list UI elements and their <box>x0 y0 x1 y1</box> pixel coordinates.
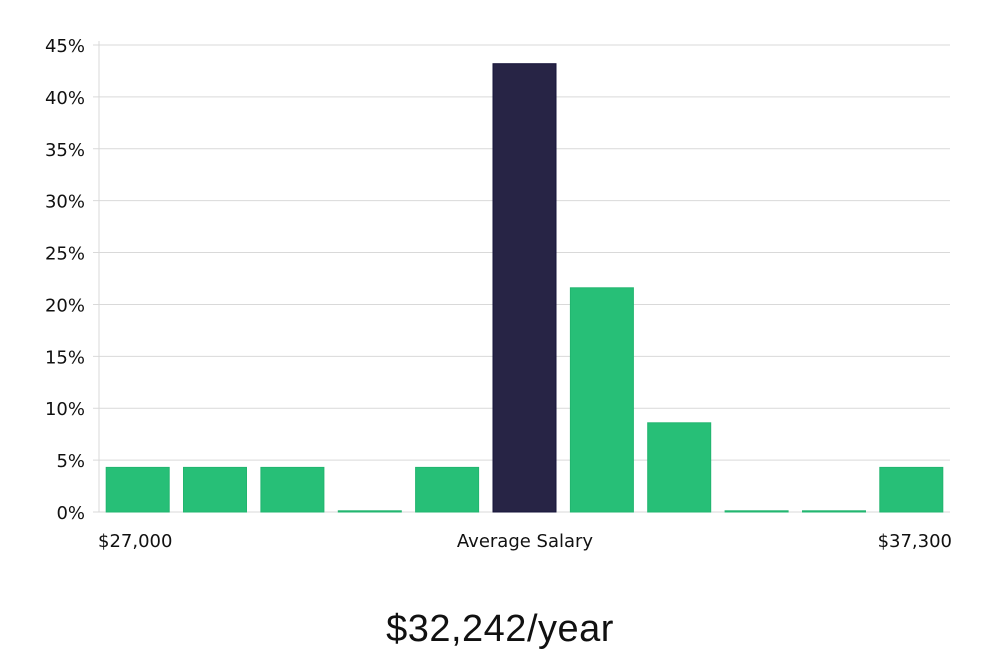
histogram-bar <box>724 510 789 513</box>
y-tick-label: 40% <box>45 88 85 109</box>
histogram-bar <box>105 466 170 513</box>
histogram-bar <box>415 466 480 513</box>
histogram-bars <box>105 63 944 513</box>
x-range-min-label: $27,000 <box>98 531 172 552</box>
y-tick-label: 30% <box>45 192 85 213</box>
y-tick-label: 0% <box>56 503 85 524</box>
histogram-bar <box>337 510 402 513</box>
x-axis-labels: $27,000 Average Salary $37,300 <box>98 531 952 552</box>
y-tick-label: 10% <box>45 399 85 420</box>
y-tick-label: 20% <box>45 295 85 316</box>
salary-histogram-chart: 0% 5% 10% 15% 20% 25% 30% 35% 40% 45% $27,000 Ave… <box>45 36 952 552</box>
y-tick-label: 5% <box>56 451 85 472</box>
x-axis-title: Average Salary <box>457 531 594 552</box>
y-tick-label: 35% <box>45 140 85 161</box>
average-salary-value: $32,242/year <box>386 608 614 650</box>
histogram-bar <box>260 466 325 513</box>
histogram-bar <box>802 510 866 513</box>
histogram-bar <box>183 466 247 513</box>
average-salary-bar <box>492 63 557 513</box>
y-tick-label: 25% <box>45 244 85 265</box>
x-range-max-label: $37,300 <box>878 531 952 552</box>
histogram-bar <box>879 466 944 513</box>
histogram-bar <box>647 422 712 513</box>
y-tick-label: 15% <box>45 347 85 368</box>
histogram-bar <box>569 287 634 513</box>
y-tick-label: 45% <box>45 36 85 57</box>
y-axis-tick-labels: 0% 5% 10% 15% 20% 25% 30% 35% 40% 45% <box>45 36 85 524</box>
